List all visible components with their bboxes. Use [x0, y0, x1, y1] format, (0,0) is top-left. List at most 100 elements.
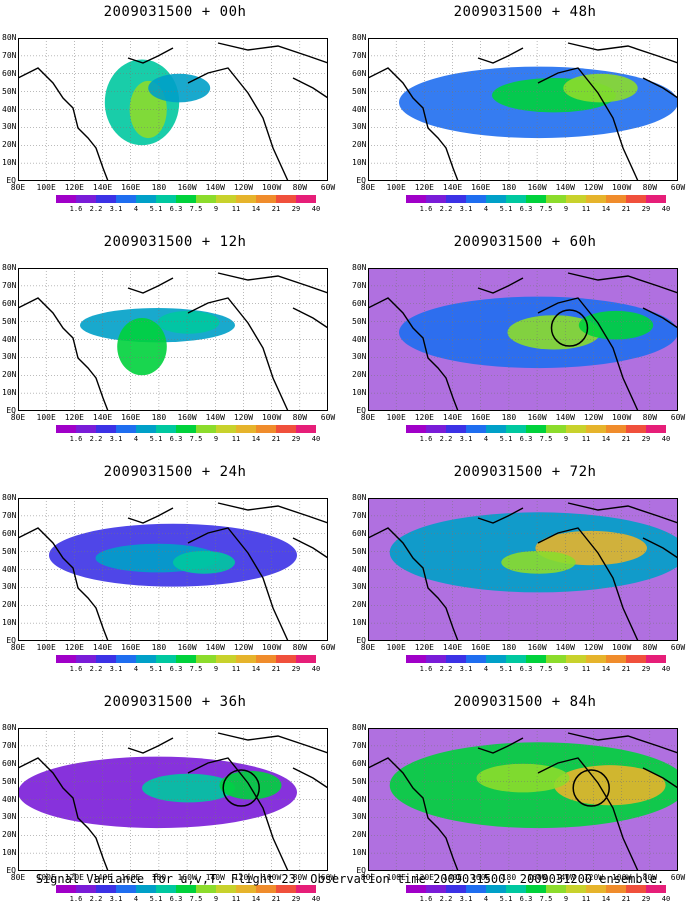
colorbar-label: 7.5: [189, 205, 203, 213]
y-tick-label: 70N: [352, 50, 367, 60]
colorbar-label: 21: [271, 665, 281, 673]
y-tick-label: 60N: [352, 758, 367, 768]
y-tick-label: 10N: [352, 848, 367, 858]
y-tick-label: 70N: [352, 510, 367, 520]
colorbar-swatch: [566, 195, 586, 203]
colorbar-swatch: [76, 425, 96, 433]
x-tick-label: 100W: [611, 413, 632, 422]
map-plot: [368, 498, 678, 641]
variance-shading: [578, 310, 654, 340]
colorbar-label: 29: [641, 895, 651, 903]
colorbar-label: 14: [601, 895, 611, 903]
map-frame: [18, 498, 328, 641]
colorbar-swatch: [546, 195, 566, 203]
x-tick-label: 140E: [442, 413, 463, 422]
colorbar-swatch: [506, 655, 526, 663]
x-tick-label: 160W: [177, 413, 197, 422]
colorbar-swatch: [426, 425, 446, 433]
colorbar-label: 1.6: [419, 665, 433, 673]
y-tick-label: 30N: [2, 582, 17, 592]
variance-shading: [117, 318, 167, 376]
colorbar-swatch: [56, 425, 76, 433]
colorbar-swatch: [196, 655, 216, 663]
x-tick-label: 140W: [555, 873, 575, 882]
x-tick-label: 120E: [414, 413, 434, 422]
colorbar-swatch: [296, 655, 316, 663]
x-tick-label: 80W: [642, 183, 658, 192]
colorbar-label: 9: [563, 205, 569, 213]
colorbar-label: 14: [251, 205, 261, 213]
colorbar-label: 9: [563, 665, 569, 673]
colorbar-label: 6.3: [519, 205, 533, 213]
x-tick-label: 60W: [320, 643, 336, 652]
x-tick-label: 100W: [261, 873, 282, 882]
colorbar-label: 2.2: [89, 665, 103, 673]
x-tick-label: 140E: [92, 183, 113, 192]
y-tick-label: 80N: [352, 263, 367, 272]
colorbar-swatch: [566, 655, 586, 663]
variance-shading: [554, 765, 666, 806]
x-tick-label: 100W: [261, 413, 282, 422]
colorbar-swatch: [296, 885, 316, 893]
x-tick-label: 60W: [670, 873, 686, 882]
colorbar-swatch: [216, 655, 236, 663]
colorbar-swatch: [276, 195, 296, 203]
colorbar-label: 5.1: [149, 895, 163, 903]
x-tick-label: 80E: [360, 413, 376, 422]
y-tick-label: 70N: [2, 50, 17, 60]
x-tick-label: 80E: [10, 873, 26, 882]
y-tick-label: 20N: [2, 370, 17, 380]
x-tick-label: 100W: [261, 643, 282, 652]
variance-shading: [219, 770, 282, 800]
colorbar-label: 21: [621, 895, 631, 903]
coastline: [368, 272, 678, 411]
colorbar-swatch: [646, 195, 666, 203]
colorbar-label: 29: [291, 205, 301, 213]
y-tick-label: 50N: [352, 316, 367, 326]
colorbar-swatch: [176, 655, 196, 663]
colorbar-swatch: [256, 195, 276, 203]
colorbar-swatch: [586, 195, 606, 203]
colorbar-label: 5.1: [499, 205, 513, 213]
y-tick-label: 50N: [2, 316, 17, 326]
colorbar-label: 21: [271, 205, 281, 213]
colorbar-swatch: [196, 885, 216, 893]
x-tick-label: 60W: [320, 413, 336, 422]
colorbar-label: 14: [251, 435, 261, 443]
colorbar-swatch: [96, 655, 116, 663]
y-tick-label: 50N: [2, 86, 17, 96]
map-frame: [18, 268, 328, 411]
colorbar-label: 14: [601, 205, 611, 213]
y-tick-label: 50N: [352, 776, 367, 786]
x-tick-label: 100E: [386, 413, 406, 422]
y-tick-label: 10N: [352, 158, 367, 168]
panel-title: 2009031500 + 24h: [103, 464, 247, 480]
y-tick-label: 40N: [2, 564, 17, 574]
colorbar-label: 2.2: [89, 895, 103, 903]
y-tick-label: EQ: [356, 866, 366, 875]
colorbar-swatch: [176, 425, 196, 433]
colorbar-swatch: [526, 885, 546, 893]
colorbar-label: 3.1: [109, 665, 123, 673]
colorbar-swatch: [216, 425, 236, 433]
map-panel: 2009031500 + 72h EQ 10N 20N 30N 40N 50N 60N 70N 8…: [350, 460, 700, 682]
y-tick-label: 10N: [2, 848, 17, 858]
x-tick-label: 80W: [642, 873, 658, 882]
colorbar-label: 1.6: [69, 895, 83, 903]
x-tick-label: 120W: [583, 873, 604, 882]
colorbar-label: 9: [563, 895, 569, 903]
colorbar-label: 40: [661, 665, 671, 673]
colorbar-swatch: [76, 885, 96, 893]
x-tick-label: 180: [151, 413, 167, 422]
colorbar-swatch: [76, 655, 96, 663]
colorbar-label: 6.3: [169, 435, 183, 443]
colorbar-label: 1.6: [69, 665, 83, 673]
x-tick-label: 160E: [121, 873, 141, 882]
y-tick-label: 30N: [352, 122, 367, 132]
colorbar-swatch: [606, 655, 626, 663]
y-tick-label: EQ: [356, 176, 366, 185]
colorbar-swatch: [446, 655, 466, 663]
y-tick-label: 20N: [2, 140, 17, 150]
y-tick-label: 50N: [352, 86, 367, 96]
y-tick-label: 60N: [2, 528, 17, 538]
